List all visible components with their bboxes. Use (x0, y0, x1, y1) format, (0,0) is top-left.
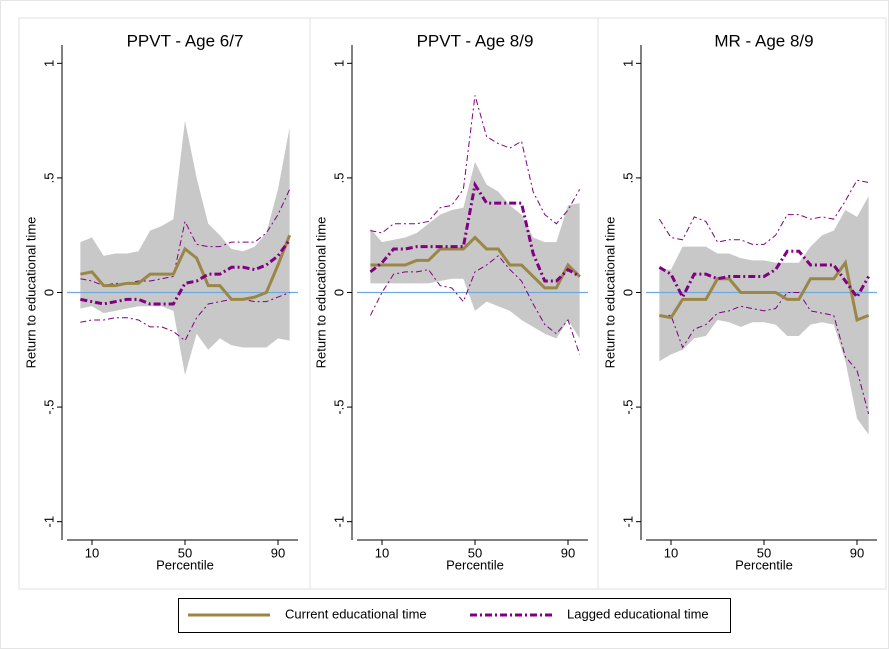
chart-title: PPVT - Age 6/7 (127, 31, 244, 50)
y-tick-label: 1 (620, 60, 635, 67)
band-line (370, 95, 581, 234)
series-line (658, 249, 870, 301)
x-axis-label: Percentile (156, 557, 214, 572)
x-tick-label: 10 (375, 545, 389, 560)
x-tick-label: 90 (271, 545, 285, 560)
x-axis-label: Percentile (735, 557, 793, 572)
y-tick-label: .5 (331, 172, 346, 183)
band-line (659, 292, 870, 415)
series-line (80, 238, 291, 306)
legend-label: Lagged educational time (567, 606, 709, 621)
chart-title: PPVT - Age 8/9 (417, 31, 534, 50)
y-tick-label: 1 (331, 60, 346, 67)
y-tick-label: 0 (331, 289, 346, 296)
x-tick-label: 50 (468, 545, 482, 560)
y-axis-label: Return to educational time (23, 217, 38, 369)
x-tick-label: 50 (178, 545, 192, 560)
confidence-band (370, 161, 580, 339)
y-tick-label: 1 (41, 60, 56, 67)
y-axis-label: Return to educational time (602, 217, 617, 369)
series-line (369, 180, 581, 283)
x-tick-label: 90 (561, 545, 575, 560)
band-line (369, 255, 581, 355)
series-line (659, 259, 870, 323)
y-tick-label: 0 (41, 289, 56, 296)
confidence-band (659, 196, 869, 435)
band-line (658, 179, 869, 245)
series-line (370, 235, 581, 290)
y-tick-label: 0 (620, 289, 635, 296)
y-tick-label: .5 (41, 172, 56, 183)
legend-box (178, 598, 731, 633)
y-axis-label: Return to educational time (313, 217, 328, 369)
x-tick-label: 90 (850, 545, 864, 560)
x-axis-label: Percentile (446, 557, 504, 572)
y-tick-label: -1 (331, 516, 346, 528)
x-tick-label: 50 (757, 545, 771, 560)
y-tick-label: -.5 (331, 399, 346, 414)
legend-label: Current educational time (285, 606, 427, 621)
y-tick-label: -.5 (620, 399, 635, 414)
series-line (80, 234, 292, 301)
chart-title: MR - Age 8/9 (714, 31, 813, 50)
x-tick-label: 10 (85, 545, 99, 560)
x-tick-label: 10 (664, 545, 678, 560)
y-tick-label: .5 (620, 172, 635, 183)
y-tick-label: -1 (620, 516, 635, 528)
y-tick-label: -1 (41, 516, 56, 528)
y-tick-label: -.5 (41, 399, 56, 414)
